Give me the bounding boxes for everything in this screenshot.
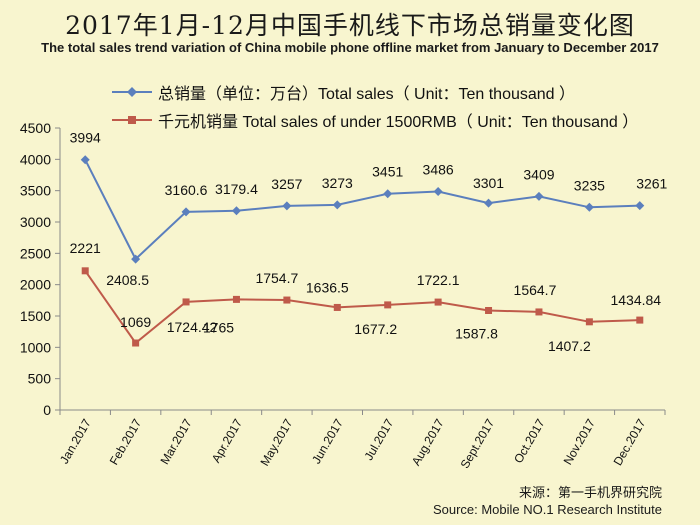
data-point-total: [484, 198, 494, 208]
y-tick-label: 4000: [20, 151, 51, 167]
data-label-total: 3409: [523, 166, 554, 182]
data-point-under1500: [434, 298, 442, 306]
data-label-under1500: 1677.2: [354, 321, 397, 337]
legend: 总销量（单位：万台）Total sales（ Unit：Ten thousand…: [112, 78, 638, 134]
data-point-under1500: [182, 298, 190, 306]
data-label-under1500: 2221: [70, 240, 101, 256]
legend-swatch-total: [112, 87, 152, 97]
data-label-total: 3261: [636, 176, 667, 192]
data-label-total: 3273: [322, 175, 353, 191]
legend-label-under1500: 千元机销量 Total sales of under 1500RMB（ Unit…: [158, 114, 639, 131]
y-tick-label: 2000: [20, 277, 51, 293]
data-point-under1500: [535, 308, 543, 316]
y-tick-label: 4500: [20, 120, 51, 136]
data-point-under1500: [384, 301, 392, 309]
legend-item-total: 总销量（单位：万台）Total sales（ Unit：Ten thousand…: [112, 78, 638, 106]
legend-swatch-under1500: [112, 116, 152, 124]
data-label-under1500: 1564.7: [514, 282, 557, 298]
data-point-under1500: [283, 296, 291, 304]
data-point-under1500: [485, 306, 493, 314]
data-label-under1500: 1636.5: [306, 279, 349, 295]
data-label-total: 3451: [372, 164, 403, 180]
y-tick-label: 3000: [20, 214, 51, 230]
data-label-total: 3179.4: [215, 181, 258, 197]
data-point-total: [131, 254, 141, 264]
y-tick-label: 500: [28, 371, 52, 387]
data-label-under1500: 1722.1: [417, 272, 460, 288]
data-label-total: 3486: [423, 162, 454, 178]
x-tick-label: Dec.2017: [611, 416, 649, 468]
y-tick-label: 1500: [20, 308, 51, 324]
x-tick-label: Jan.2017: [57, 416, 94, 466]
data-label-under1500: 1434.84: [610, 292, 661, 308]
x-tick-label: Jul.2017: [361, 416, 396, 463]
data-point-total: [383, 189, 393, 199]
y-tick-label: 3500: [20, 183, 51, 199]
data-label-under1500: 1069: [120, 314, 151, 330]
data-point-total: [584, 202, 594, 212]
data-point-under1500: [232, 295, 240, 303]
source-en: Source: Mobile NO.1 Research Institute: [432, 502, 662, 517]
chart-title: 2017年1月-12月中国手机线下市场总销量变化图: [65, 11, 635, 40]
data-label-under1500: 1765: [203, 319, 234, 335]
y-tick-label: 2500: [20, 245, 51, 261]
data-point-total: [635, 201, 645, 211]
source-cn: 来源：第一手机界研究院: [518, 485, 662, 500]
data-point-under1500: [333, 303, 341, 311]
x-tick-label: Oct.2017: [511, 416, 548, 465]
data-point-under1500: [132, 339, 140, 347]
data-label-total: 2408.5: [106, 272, 149, 288]
data-label-total: 3235: [574, 177, 605, 193]
data-point-total: [80, 155, 90, 165]
data-point-total: [433, 187, 443, 197]
data-point-total: [231, 206, 241, 216]
data-label-under1500: 1587.8: [455, 325, 498, 341]
y-tick-label: 0: [43, 402, 51, 418]
data-point-total: [282, 201, 292, 211]
data-label-total: 3160.6: [165, 182, 208, 198]
x-tick-label: Mar.2017: [157, 416, 194, 467]
data-point-under1500: [636, 316, 644, 324]
data-label-under1500: 1724.42: [167, 319, 218, 335]
data-point-under1500: [585, 318, 593, 326]
data-label-total: 3257: [271, 176, 302, 192]
x-tick-label: Jun.2017: [309, 416, 346, 466]
data-point-total: [332, 200, 342, 210]
x-tick-label: May.2017: [257, 416, 295, 468]
chart-subtitle: The total sales trend variation of China…: [41, 40, 659, 55]
data-label-total: 3994: [70, 130, 101, 146]
legend-label-total: 总销量（单位：万台）Total sales（ Unit：Ten thousand…: [158, 86, 576, 103]
x-tick-label: Sept.2017: [458, 416, 498, 471]
y-tick-label: 1000: [20, 339, 51, 355]
x-tick-label: Nov.2017: [561, 416, 599, 467]
data-label-under1500: 1754.7: [255, 270, 298, 286]
data-point-total: [534, 191, 544, 201]
x-tick-label: Aug.2017: [409, 416, 447, 468]
data-point-under1500: [81, 267, 89, 275]
series-line-total: [84, 159, 640, 261]
x-tick-label: Apr.2017: [209, 416, 245, 465]
data-label-total: 3301: [473, 175, 504, 191]
source-note: 来源：第一手机界研究院 Source: Mobile NO.1 Research…: [433, 484, 662, 518]
legend-item-under1500: 千元机销量 Total sales of under 1500RMB（ Unit…: [112, 106, 638, 134]
series-line-under1500: [84, 270, 640, 345]
data-label-under1500: 1407.2: [548, 338, 591, 354]
x-tick-label: Feb.2017: [107, 416, 145, 467]
data-point-total: [181, 207, 191, 217]
